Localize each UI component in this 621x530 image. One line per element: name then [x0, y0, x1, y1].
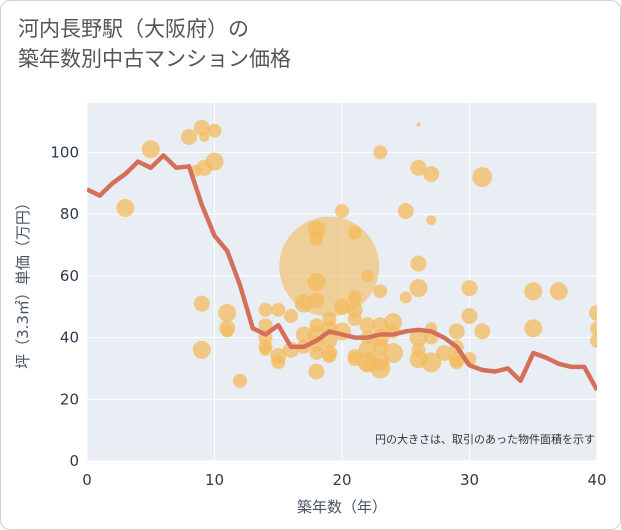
bubble-point-1: [141, 140, 160, 159]
bubble-point-7: [207, 123, 222, 138]
bubble-point-73: [409, 328, 428, 347]
bubble-point-23: [284, 308, 298, 323]
bubble-point-44: [334, 298, 350, 315]
bubble-point-19: [259, 343, 272, 356]
bubble-point-91: [524, 282, 543, 301]
bubble-point-14: [233, 373, 247, 388]
y-tick-label-1: 20: [60, 390, 79, 408]
bubble-point-16: [258, 318, 273, 333]
bubble-point-53: [359, 317, 376, 334]
bubble-point-86: [461, 280, 478, 297]
bubble-point-47: [347, 290, 362, 305]
bubble-point-37: [279, 216, 380, 317]
x-tick-label-3: 30: [460, 471, 479, 489]
bubble-point-81: [436, 344, 452, 361]
bubble-point-36: [308, 363, 325, 380]
bubble-point-64: [370, 358, 391, 379]
bubble-point-71: [410, 255, 427, 272]
bubble-series: [116, 119, 597, 388]
x-tick-label-0: 0: [82, 471, 92, 489]
bubble-point-15: [258, 302, 273, 317]
bubble-point-35: [309, 345, 324, 360]
x-axis-title: 築年数（年）: [297, 498, 387, 516]
y-tick-label-4: 80: [60, 205, 79, 223]
tick-labels: 0 10 20 30 40 0 20 40 60 80 100: [50, 143, 606, 489]
bubble-point-94: [589, 304, 597, 321]
bubble-point-90: [474, 323, 491, 340]
x-tick-label-4: 40: [587, 471, 606, 489]
bubble-point-87: [461, 307, 478, 324]
bubble-point-76: [423, 165, 440, 182]
bubble-point-68: [397, 203, 414, 220]
y-tick-label-3: 60: [60, 267, 79, 285]
bubble-point-46: [347, 225, 362, 240]
bubble-point-67: [383, 342, 403, 363]
bubble-point-4: [193, 119, 210, 136]
bubble-point-96: [590, 333, 597, 348]
bubble-point-49: [347, 312, 362, 327]
x-tick-label-2: 20: [332, 471, 351, 489]
bubble-point-72: [409, 279, 428, 298]
x-tick-label-1: 10: [205, 471, 224, 489]
bubble-point-69: [399, 291, 412, 304]
bubble-point-92: [524, 319, 543, 338]
bubble-point-89: [472, 167, 493, 188]
y-tick-label-0: 0: [69, 452, 79, 470]
bubble-point-97: [416, 122, 421, 127]
bubble-point-13: [221, 325, 234, 338]
bubble-point-93: [549, 282, 568, 301]
bubble-point-2: [181, 128, 197, 145]
bubble-point-11: [218, 303, 237, 322]
bubble-point-82: [448, 323, 465, 340]
y-tick-label-2: 40: [60, 329, 79, 347]
bubble-point-8: [205, 152, 224, 171]
bubble-point-0: [116, 198, 135, 217]
bubble-point-85: [449, 355, 464, 370]
y-tick-label-5: 100: [50, 143, 79, 161]
bubble-point-43: [335, 204, 349, 219]
chart-title: 河内長野駅（大阪府）の 築年数別中古マンション価格: [18, 14, 291, 74]
bubble-point-9: [193, 295, 210, 312]
bubble-point-59: [373, 284, 388, 299]
bubble-point-5: [199, 131, 210, 142]
bubble-point-20: [271, 302, 286, 317]
bubble-point-70: [410, 159, 427, 176]
bubble-point-52: [361, 269, 374, 282]
title-line-2: 築年数別中古マンション価格: [18, 47, 291, 71]
bubble-point-95: [590, 321, 597, 336]
bubble-point-58: [373, 145, 388, 160]
bubble-point-22: [271, 355, 286, 370]
bubble-point-42: [322, 349, 337, 364]
y-axis-title: 坪（3.3㎡）単価（万円）: [14, 195, 32, 369]
bubble-point-10: [192, 340, 211, 359]
trend-line: [87, 153, 597, 392]
title-line-1: 河内長野駅（大阪府）の: [18, 17, 249, 41]
size-legend-note: 円の大きさは、取引のあった物件面積を示す: [375, 432, 595, 446]
bubble-point-77: [426, 215, 437, 226]
bubble-point-26: [295, 326, 312, 343]
bubble-point-80: [421, 352, 442, 373]
